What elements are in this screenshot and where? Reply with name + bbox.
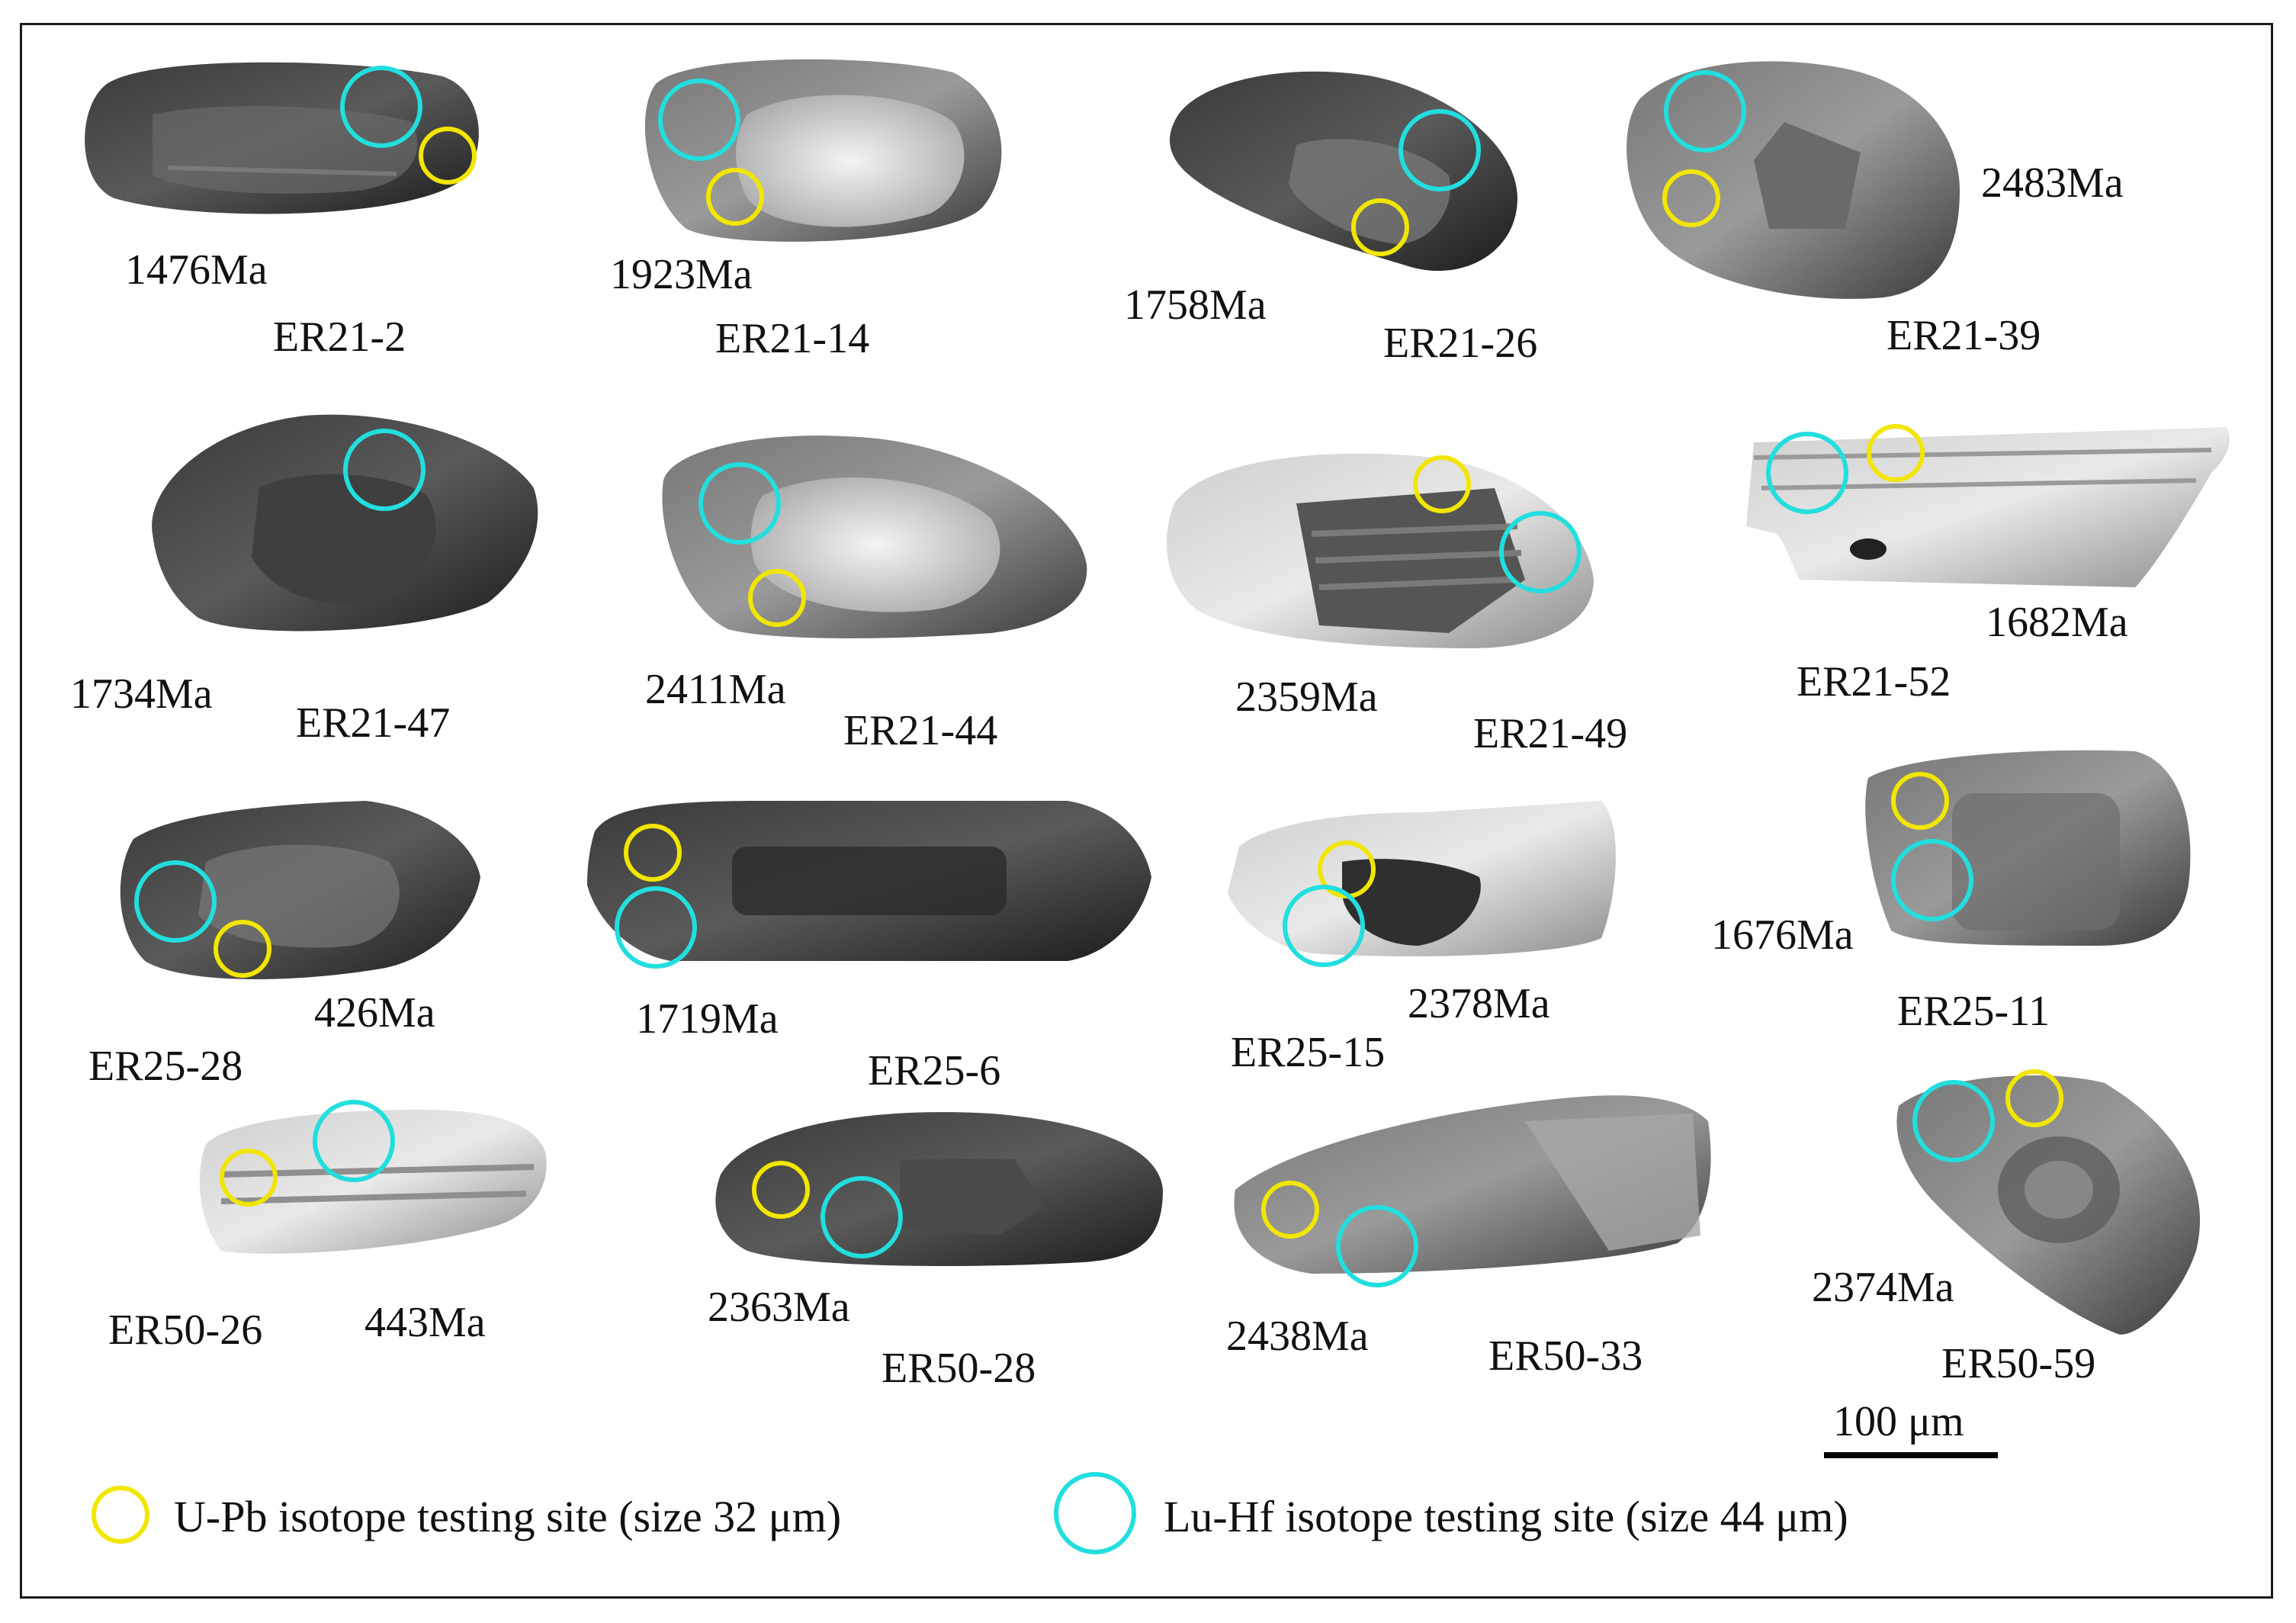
lu-hf-spot (1398, 109, 1481, 191)
zircon-grain-er21-2 (85, 62, 479, 214)
grain-age: 2363Ma (708, 1284, 850, 1331)
lu-hf-spot (134, 860, 217, 943)
grain-id: ER21-14 (715, 315, 870, 362)
u-pb-spot (752, 1161, 810, 1219)
grain-id: ER50-59 (1941, 1340, 2096, 1387)
u-pb-spot (624, 824, 682, 882)
u-pb-spot (1891, 772, 1949, 830)
zircon-grain-er21-47 (152, 414, 538, 632)
legend-lu-hf-label: Lu-Hf isotope testing site (size 44 μm) (1164, 1492, 1848, 1541)
u-pb-spot (1662, 169, 1720, 227)
grain-age: 1923Ma (610, 251, 753, 298)
grain-id: ER50-26 (108, 1306, 263, 1354)
u-pb-spot (2005, 1069, 2063, 1127)
u-pb-spot (1261, 1181, 1319, 1239)
u-pb-spot (1413, 455, 1471, 513)
grain-age: 2483Ma (1981, 159, 2124, 207)
lu-hf-spot (1766, 432, 1848, 514)
grain-age: 2374Ma (1812, 1264, 1954, 1311)
grain-age: 2438Ma (1226, 1313, 1369, 1360)
grain-id: ER21-39 (1887, 312, 2041, 359)
u-pb-spot (1351, 198, 1409, 256)
grain-id: ER21-2 (273, 313, 406, 361)
grain-id: ER50-28 (881, 1345, 1036, 1392)
grain-age: 1719Ma (636, 995, 779, 1043)
grain-id: ER21-26 (1383, 320, 1538, 367)
lu-hf-spot (313, 1100, 395, 1182)
grain-id: ER25-6 (868, 1047, 1001, 1094)
grain-id: ER21-47 (296, 699, 451, 747)
u-pb-spot (706, 168, 764, 226)
legend-u-pb-swatch (92, 1486, 149, 1544)
legend-lu-hf-swatch (1054, 1472, 1136, 1554)
lu-hf-spot (1336, 1205, 1418, 1287)
lu-hf-spot (698, 462, 781, 545)
grain-id: ER25-15 (1231, 1029, 1386, 1076)
grain-id: ER50-33 (1488, 1332, 1643, 1380)
lu-hf-spot (1499, 511, 1582, 593)
lu-hf-spot (1664, 70, 1746, 153)
u-pb-spot (1867, 424, 1925, 482)
zircon-grain-er25-6 (587, 801, 1151, 961)
grain-age: 2411Ma (645, 666, 786, 713)
u-pb-spot (748, 569, 806, 627)
grain-id: ER21-52 (1797, 658, 1951, 705)
grain-age: 1734Ma (70, 670, 213, 718)
grain-age: 1758Ma (1124, 281, 1267, 329)
lu-hf-spot (343, 429, 425, 511)
u-pb-spot (214, 920, 271, 978)
zircon-grain-er21-49 (1167, 453, 1594, 648)
lu-hf-spot (1891, 839, 1973, 921)
scale-bar (1824, 1452, 1998, 1458)
lu-hf-spot (615, 886, 697, 969)
grain-id: ER25-11 (1897, 988, 2050, 1035)
grain-age: 2378Ma (1408, 980, 1550, 1027)
grain-age: 1476Ma (125, 246, 268, 294)
grain-id: ER25-28 (88, 1043, 243, 1090)
scale-bar-label: 100 μm (1833, 1398, 1964, 1445)
u-pb-spot (419, 127, 477, 185)
grain-age: 1676Ma (1711, 911, 1854, 959)
grain-age: 426Ma (314, 989, 435, 1036)
lu-hf-spot (1283, 885, 1365, 967)
grain-age: 1682Ma (1986, 599, 2128, 646)
lu-hf-spot (658, 79, 740, 161)
grain-age: 2359Ma (1235, 673, 1378, 721)
grain-age: 443Ma (364, 1299, 486, 1346)
u-pb-spot (220, 1149, 278, 1207)
lu-hf-spot (340, 66, 422, 148)
lu-hf-spot (820, 1176, 903, 1258)
lu-hf-spot (1912, 1080, 1995, 1162)
legend-u-pb-label: U-Pb isotope testing site (size 32 μm) (174, 1492, 842, 1541)
grain-id: ER21-44 (843, 707, 998, 754)
grain-id: ER21-49 (1473, 710, 1628, 757)
